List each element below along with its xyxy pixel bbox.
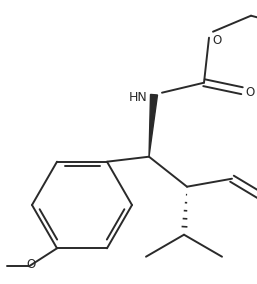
Text: O: O — [212, 34, 222, 47]
Text: O: O — [26, 258, 36, 271]
Polygon shape — [149, 94, 158, 157]
Text: HN: HN — [128, 91, 147, 104]
Text: O: O — [245, 86, 255, 99]
